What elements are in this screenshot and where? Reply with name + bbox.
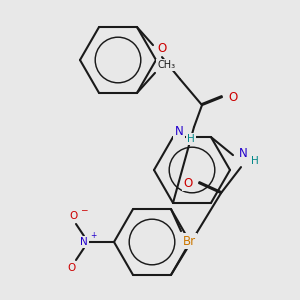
Text: O: O	[68, 263, 76, 273]
Text: Br: Br	[182, 235, 196, 248]
Text: O: O	[228, 91, 238, 103]
Text: −: −	[80, 206, 88, 214]
Text: O: O	[158, 42, 166, 55]
Text: H: H	[187, 134, 195, 144]
Text: O: O	[70, 211, 78, 221]
Text: CH₃: CH₃	[157, 60, 175, 70]
Text: N: N	[80, 237, 88, 247]
Text: O: O	[183, 177, 193, 190]
Text: N: N	[175, 124, 183, 138]
Text: H: H	[251, 156, 259, 166]
Text: +: +	[90, 230, 96, 239]
Text: N: N	[238, 147, 247, 160]
